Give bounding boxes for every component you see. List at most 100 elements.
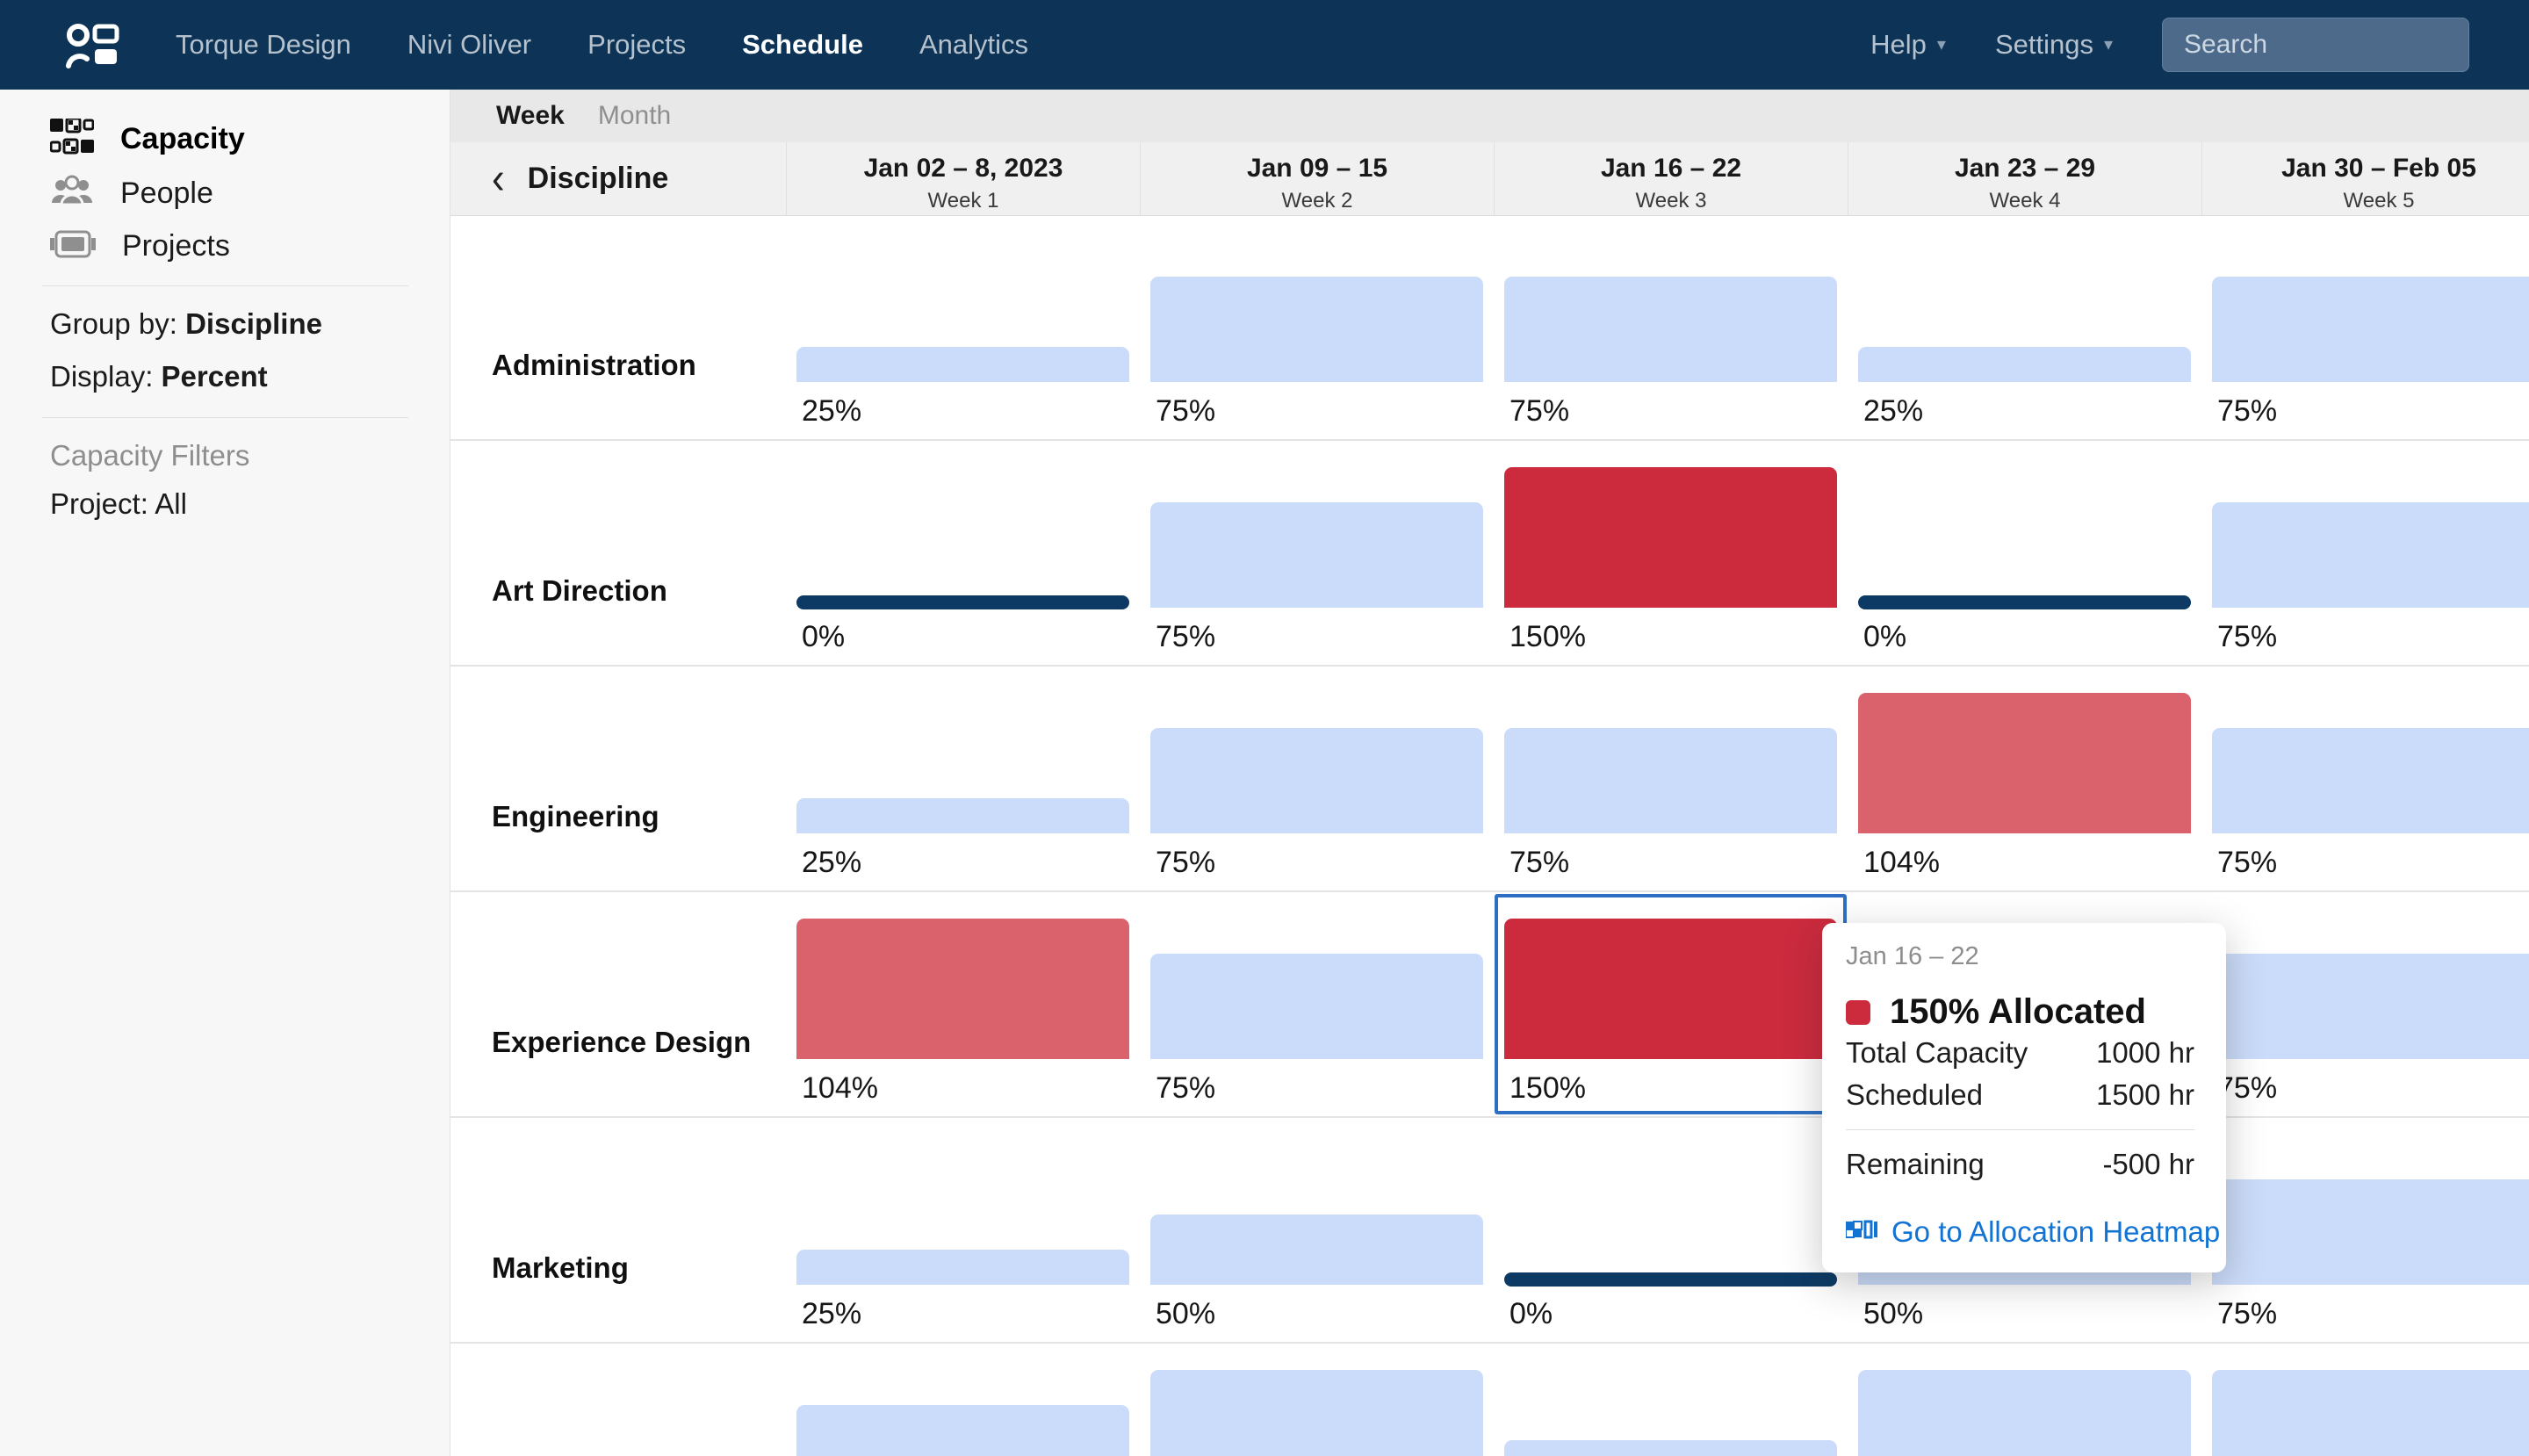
tab-week[interactable]: Week <box>496 101 565 130</box>
percent-label: 25% <box>1863 394 1924 428</box>
group-by-label: Group by: <box>50 307 177 340</box>
sidebar-item-projects[interactable]: Projects <box>50 220 230 272</box>
capacity-cell[interactable]: 150% <box>1494 892 1848 1116</box>
capacity-cell[interactable]: 50% <box>1140 1118 1494 1342</box>
nav-item-analytics[interactable]: Analytics <box>919 29 1028 60</box>
capacity-bar <box>796 595 1129 609</box>
capacity-cell[interactable]: 50% <box>1494 1344 1848 1456</box>
capacity-cell[interactable]: 0% <box>1848 441 2201 665</box>
navbar-items: Torque Design Nivi Oliver Projects Schedule… <box>176 29 1028 61</box>
percent-label: 0% <box>1863 620 1907 653</box>
capacity-bar <box>1504 728 1837 833</box>
scheduled-value: 1500 hr <box>2096 1078 2194 1111</box>
week-date: Jan 09 – 15 <box>1246 154 1388 183</box>
capacity-cell[interactable]: 104% <box>786 892 1140 1116</box>
percent-label: 75% <box>1509 846 1570 879</box>
capacity-cell[interactable]: 75% <box>1140 441 1494 665</box>
nav-item-nivi-oliver[interactable]: Nivi Oliver <box>407 29 532 60</box>
sidebar-divider <box>42 417 408 418</box>
scheduled-row: Scheduled 1500 hr <box>1846 1074 2194 1116</box>
capacity-cell[interactable]: 75% <box>1140 892 1494 1116</box>
capacity-cell[interactable]: 25% <box>786 1118 1140 1342</box>
capacity-cell[interactable]: 75% <box>2201 892 2529 1116</box>
tab-month[interactable]: Month <box>597 101 672 130</box>
capacity-cell[interactable]: 75% <box>1494 667 1848 890</box>
percent-label: 50% <box>1156 1297 1216 1330</box>
capacity-cell[interactable]: 100% <box>1140 1344 1494 1456</box>
search-input[interactable] <box>2162 18 2469 72</box>
go-to-allocation-heatmap-link[interactable]: Go to Allocation Heatmap <box>1845 1215 2220 1249</box>
capacity-bar <box>1150 1370 1483 1456</box>
sidebar: Capacity People <box>0 90 450 1456</box>
capacity-cell[interactable]: 75% <box>2201 215 2529 439</box>
heatmap-link-label: Go to Allocation Heatmap <box>1891 1215 2221 1248</box>
help-menu[interactable]: Help ▾ <box>1870 29 1946 61</box>
capacity-bar <box>1858 595 2191 609</box>
capacity-bar <box>2212 1370 2529 1456</box>
heatmap-link-icon <box>1845 1215 1877 1249</box>
discipline-label: Experience Design <box>492 1026 752 1058</box>
sidebar-item-people[interactable]: People <box>50 167 213 220</box>
projects-icon <box>50 230 96 263</box>
capacity-cell[interactable]: 104% <box>1848 667 2201 890</box>
capacity-cell[interactable]: 0% <box>1494 1118 1848 1342</box>
week-column-header-2: Jan 09 – 15 Week 2 <box>1140 142 1494 215</box>
grid-header: ‹ Discipline Jan 02 – 8, 2023 Week 1 Jan 0… <box>450 142 2529 216</box>
percent-label: 75% <box>1156 846 1216 879</box>
sidebar-item-label: Projects <box>122 228 230 263</box>
capacity-cell[interactable]: 25% <box>786 667 1140 890</box>
discipline-label: Administration <box>492 349 696 381</box>
discipline-row-art-direction: Art Direction 0% 75% 150% 0% 75% <box>450 441 2529 667</box>
group-by-setting[interactable]: Group by: Discipline <box>50 307 322 341</box>
total-capacity-row: Total Capacity 1000 hr <box>1846 1032 2194 1074</box>
discipline-row: 75%100%50%100%100% <box>450 1344 2529 1456</box>
capacity-cell[interactable]: 0% <box>786 441 1140 665</box>
scheduled-label: Scheduled <box>1846 1078 1983 1111</box>
nav-item-projects[interactable]: Projects <box>587 29 687 60</box>
settings-label: Settings <box>1994 29 2093 60</box>
capacity-cell[interactable]: 75% <box>2201 1118 2529 1342</box>
sidebar-item-label: People <box>120 176 213 210</box>
capacity-cell[interactable]: 75% <box>2201 667 2529 890</box>
percent-label: 75% <box>2217 394 2278 428</box>
capacity-cell[interactable]: 75% <box>1140 215 1494 439</box>
capacity-cell[interactable]: 75% <box>1140 667 1494 890</box>
discipline-label: Art Direction <box>492 574 667 607</box>
capacity-bar <box>2212 277 2529 382</box>
capacity-cell[interactable]: 75% <box>1494 215 1848 439</box>
chevron-left-icon[interactable]: ‹ <box>492 153 505 204</box>
display-value: Percent <box>161 360 268 393</box>
project-filter[interactable]: Project: All <box>50 487 187 521</box>
display-setting[interactable]: Display: Percent <box>50 360 268 393</box>
percent-label: 75% <box>1509 394 1570 428</box>
capacity-cell[interactable]: 100% <box>2201 1344 2529 1456</box>
settings-menu[interactable]: Settings ▾ <box>1995 29 2113 61</box>
sidebar-item-label: Capacity <box>120 121 245 155</box>
percent-label: 75% <box>1156 394 1216 428</box>
sidebar-item-capacity[interactable]: Capacity <box>49 112 245 165</box>
app-logo-icon[interactable] <box>65 20 119 69</box>
capacity-bar <box>1504 1440 1837 1456</box>
week-date: Jan 02 – 8, 2023 <box>863 154 1063 183</box>
capacity-cell[interactable]: 150% <box>1494 441 1848 665</box>
capacity-heatmap-icon <box>49 117 95 160</box>
capacity-cell[interactable]: 25% <box>1848 215 2201 439</box>
top-navbar: Torque Design Nivi Oliver Projects Schedule… <box>0 0 2529 90</box>
capacity-cell[interactable]: 100% <box>1848 1344 2201 1456</box>
capacity-cell[interactable]: 75% <box>2201 441 2529 665</box>
capacity-bar <box>2212 728 2529 833</box>
capacity-cell[interactable]: 25% <box>786 215 1140 439</box>
capacity-bar <box>796 1405 1129 1456</box>
percent-label: 75% <box>2217 1071 2278 1105</box>
nav-item-schedule[interactable]: Schedule <box>742 29 863 60</box>
discipline-row-experience-design: Experience Design 104% 75% 150% 75% <box>450 892 2529 1118</box>
nav-item-torque-design[interactable]: Torque Design <box>176 29 351 60</box>
week-column-header-1: Jan 02 – 8, 2023 Week 1 <box>786 142 1140 215</box>
week-number: Week 3 <box>1635 189 1707 213</box>
percent-label: 75% <box>2217 620 2278 653</box>
percent-label: 25% <box>802 1297 862 1330</box>
group-column-header: ‹ Discipline <box>450 142 786 215</box>
remaining-label: Remaining <box>1846 1148 1985 1180</box>
capacity-cell[interactable]: 75% <box>786 1344 1140 1456</box>
